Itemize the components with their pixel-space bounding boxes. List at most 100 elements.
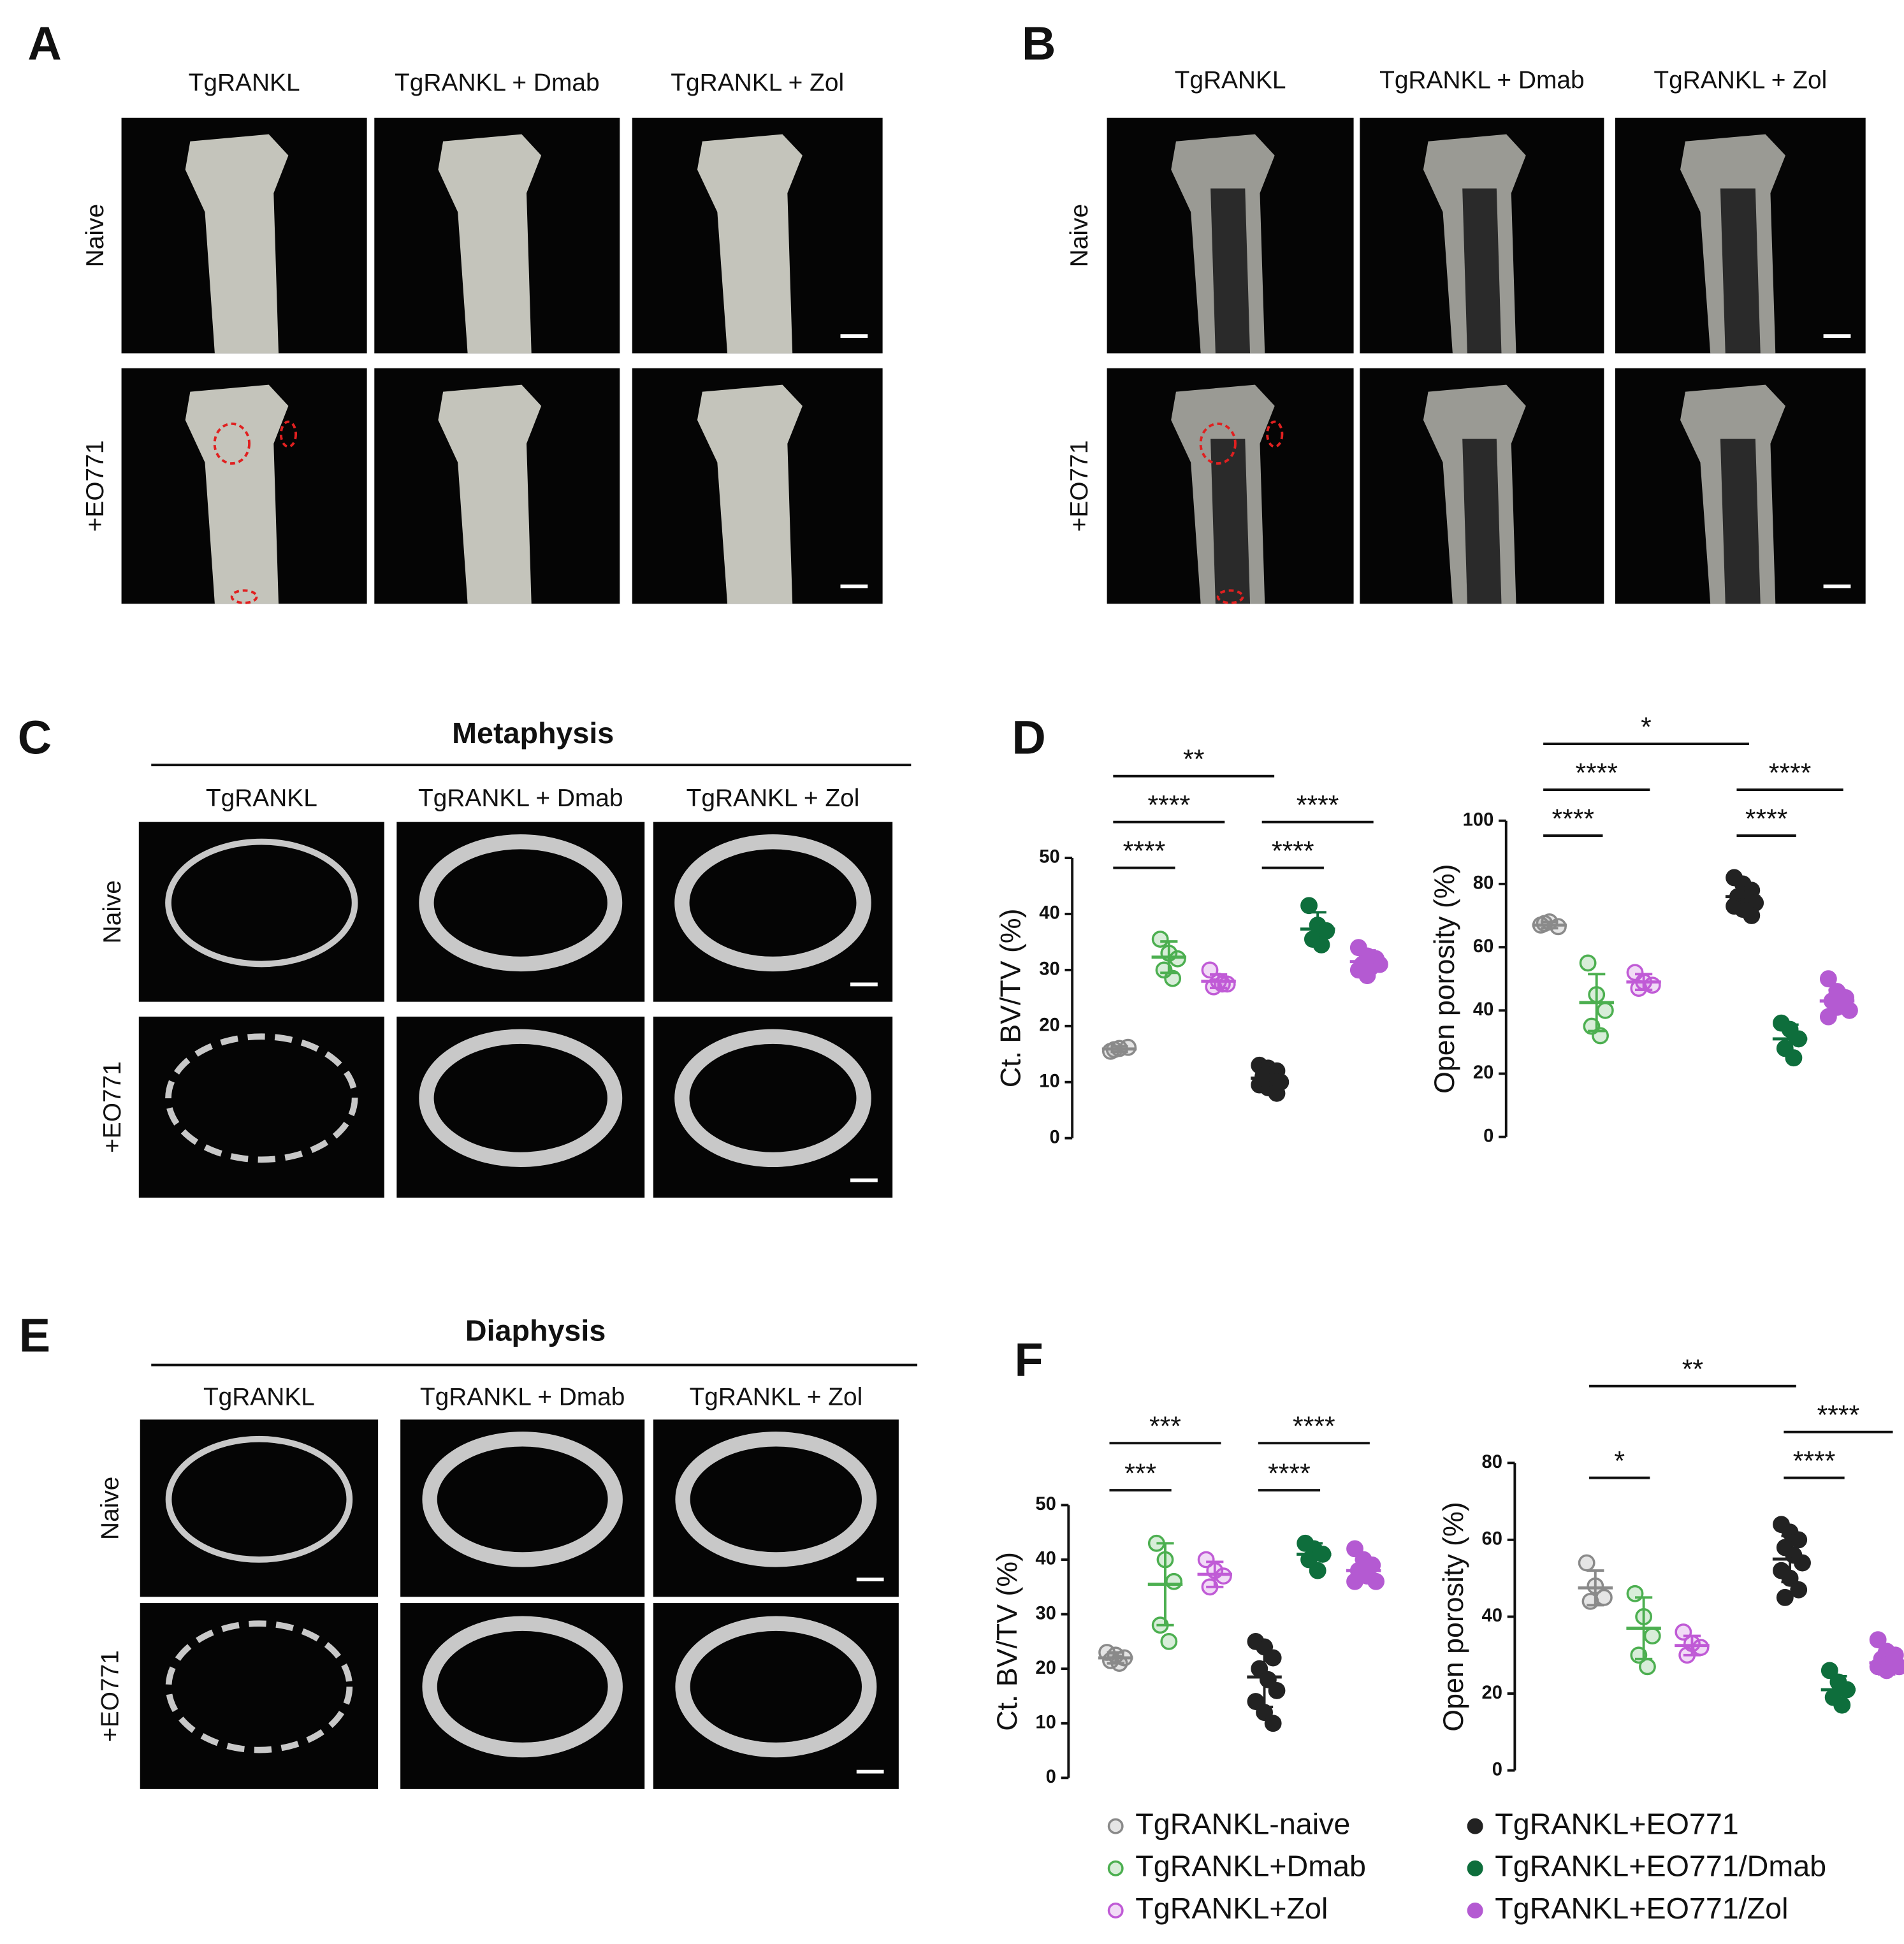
column-header: TgRANKL + Zol — [689, 1383, 862, 1411]
row-label: +EO771 — [96, 1650, 124, 1742]
legend-label: TgRANKL+Dmab — [1135, 1850, 1366, 1883]
y-tick-label: 10 — [1039, 1071, 1059, 1091]
cortical-ring — [165, 1033, 358, 1163]
cortical-ring — [674, 834, 871, 972]
y-tick-label: 30 — [1039, 959, 1059, 980]
data-point — [1346, 1540, 1363, 1558]
error-bar — [1160, 940, 1178, 975]
y-axis-label: Ct. BV/TV (%) — [996, 908, 1027, 1087]
bone — [185, 384, 289, 604]
error-bar — [1781, 1534, 1799, 1584]
legend-marker — [1107, 1818, 1124, 1834]
cortical-ring — [419, 1029, 623, 1168]
micro-ct-image — [1360, 368, 1604, 604]
row-label: Naive — [96, 1477, 124, 1540]
significance-label: **** — [1817, 1400, 1860, 1431]
marrow-cavity — [1210, 439, 1251, 604]
row-label: +EO771 — [82, 440, 109, 532]
micro-ct-image — [140, 1603, 379, 1789]
data-point — [1309, 1562, 1326, 1579]
y-tick-label: 0 — [1483, 1126, 1493, 1146]
lesion-outline — [213, 422, 251, 465]
cortical-ring — [165, 1620, 353, 1753]
data-point — [1268, 1084, 1286, 1102]
panel-letter: F — [1015, 1333, 1043, 1386]
data-point — [1264, 1649, 1282, 1667]
legend-marker — [1467, 1903, 1483, 1919]
micro-ct-image — [138, 822, 384, 1002]
lesion-outline — [1266, 420, 1284, 448]
data-point — [1165, 1572, 1183, 1590]
data-point — [1268, 1681, 1286, 1699]
significance-label: **** — [1148, 790, 1191, 821]
micro-ct-image — [396, 1017, 645, 1198]
data-point — [1164, 969, 1182, 987]
image-background — [400, 1419, 645, 1597]
row-label: +EO771 — [1066, 440, 1093, 532]
column-header: TgRANKL — [1175, 67, 1286, 94]
cortical-ring — [165, 1435, 353, 1563]
y-tick-label: 80 — [1473, 873, 1493, 894]
lesion-outline — [1199, 422, 1237, 465]
y-tick-label: 40 — [1481, 1606, 1502, 1626]
legend-marker — [1467, 1860, 1483, 1876]
cortical-ring — [675, 1432, 877, 1567]
micro-ct-image — [121, 117, 367, 354]
error-bar — [1110, 1045, 1128, 1054]
micro-ct-image — [653, 822, 893, 1002]
error-bar — [1305, 1542, 1323, 1567]
data-point — [1819, 970, 1837, 988]
cortical-ring — [674, 1029, 871, 1168]
marrow-cavity — [1720, 188, 1761, 354]
micro-ct-image — [1615, 368, 1866, 604]
data-point — [1169, 950, 1186, 968]
data-point — [1869, 1631, 1887, 1649]
data-point — [1300, 897, 1318, 915]
marrow-cavity — [1462, 439, 1502, 604]
row-label: Naive — [1066, 204, 1093, 267]
data-point — [1579, 954, 1597, 972]
column-header: TgRANKL + Zol — [671, 69, 844, 97]
data-point — [1692, 1639, 1710, 1657]
error-bar — [1734, 882, 1752, 911]
row-label: Naive — [82, 204, 109, 267]
legend-marker — [1107, 1903, 1124, 1919]
image-background — [138, 1017, 384, 1198]
data-point — [1151, 931, 1169, 948]
significance-label: **** — [1272, 836, 1314, 867]
micro-ct-image — [1107, 117, 1354, 354]
image-background — [653, 1419, 899, 1597]
significance-label: **** — [1297, 790, 1339, 821]
panel-letter: E — [19, 1309, 50, 1361]
data-point — [1639, 1658, 1656, 1676]
error-bar — [1588, 973, 1606, 1033]
section-title: Diaphysis — [465, 1314, 606, 1347]
error-bar — [1829, 1674, 1847, 1705]
micro-ct-image — [400, 1419, 645, 1597]
legend-marker — [1467, 1818, 1483, 1834]
data-point — [1643, 1627, 1661, 1645]
error-bar — [1309, 911, 1326, 948]
micro-ct-image — [632, 117, 883, 354]
micro-ct-image — [653, 1017, 893, 1198]
error-bar — [1156, 1542, 1174, 1627]
data-point — [1596, 1001, 1614, 1019]
panel-letter: A — [27, 17, 61, 69]
data-point — [1264, 1715, 1282, 1732]
micro-ct-image — [400, 1603, 645, 1789]
significance-label: ** — [1682, 1354, 1703, 1385]
bone — [438, 384, 542, 604]
error-bar — [1107, 1651, 1124, 1665]
significance-label: * — [1641, 712, 1652, 743]
y-tick-label: 0 — [1492, 1759, 1502, 1780]
significance-label: **** — [1123, 836, 1166, 867]
column-header: TgRANKL — [203, 1383, 315, 1411]
error-bar — [1206, 1560, 1224, 1588]
micro-ct-image — [121, 368, 367, 604]
legend-label: TgRANKL+EO771 — [1495, 1808, 1738, 1841]
significance-label: **** — [1575, 758, 1618, 788]
marrow-cavity — [1210, 188, 1251, 354]
y-tick-label: 80 — [1481, 1452, 1502, 1472]
micro-ct-image — [396, 822, 645, 1002]
